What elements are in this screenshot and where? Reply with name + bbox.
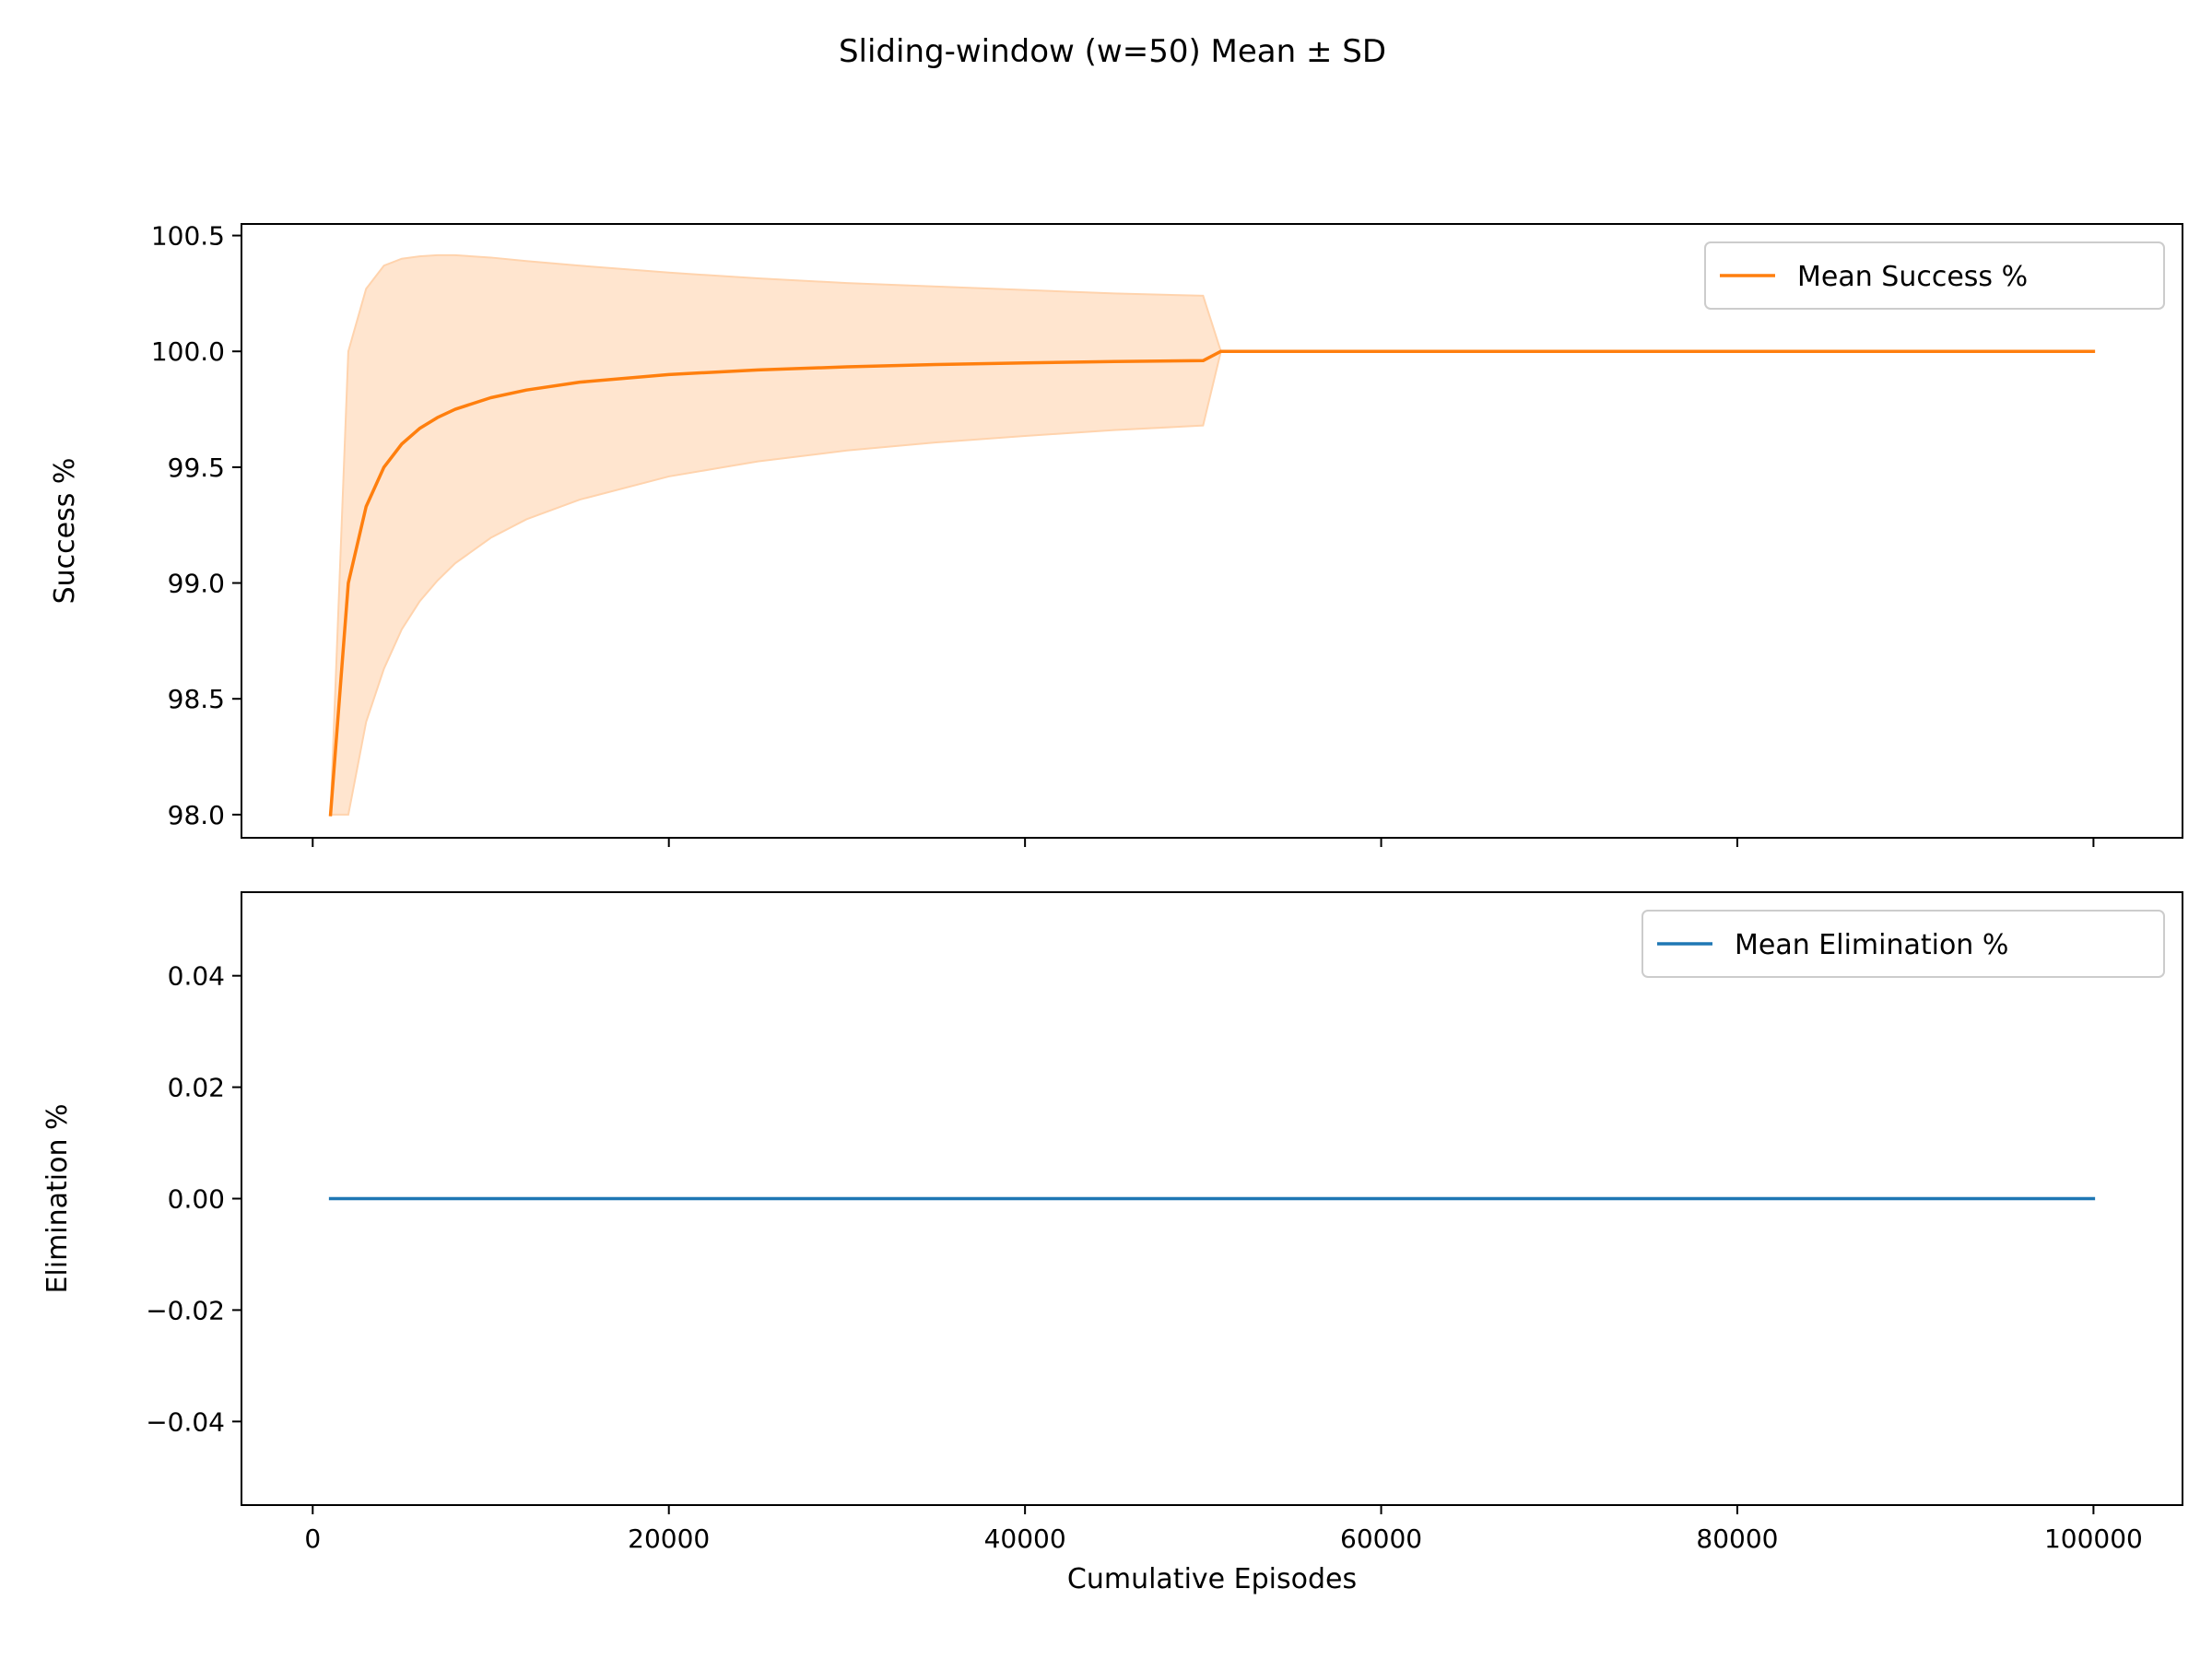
elimination-legend-label: Mean Elimination % <box>1735 929 2008 961</box>
elimination-y-tick-label: 0.00 <box>168 1184 225 1215</box>
success-y-tick-label: 98.0 <box>168 800 225 830</box>
success-legend-label: Mean Success % <box>1797 261 2028 293</box>
x-tick-label: 80000 <box>1696 1524 1778 1554</box>
elimination-y-tick-label: −0.04 <box>146 1406 225 1437</box>
success-y-tick-label: 100.0 <box>151 336 225 367</box>
elimination-y-tick-label: −0.02 <box>146 1295 225 1325</box>
success-y-tick-label: 98.5 <box>168 684 225 714</box>
success-y-tick-label: 100.5 <box>151 221 225 252</box>
elimination-legend: Mean Elimination % <box>1641 910 2165 978</box>
x-axis-label: Cumulative Episodes <box>1067 1563 1357 1595</box>
success-y-tick-label: 99.5 <box>168 453 225 483</box>
success-panel: 98.0 98.5 99.0 99.5 100.0 100.5 Success % Mean … <box>49 221 2183 847</box>
x-tick-label: 40000 <box>984 1524 1066 1554</box>
elimination-y-tick-label: 0.04 <box>168 961 225 992</box>
elimination-legend-box <box>1641 910 2165 978</box>
elimination-y-axis-label: Elimination % <box>41 1103 74 1293</box>
success-mean-line <box>328 349 2096 817</box>
x-tick-label: 100000 <box>2044 1524 2143 1554</box>
figure-title: Sliding-window (w=50) Mean ± SD <box>839 33 1386 70</box>
success-y-tick-label: 99.0 <box>168 569 225 599</box>
x-tick-label: 20000 <box>628 1524 710 1554</box>
success-axes-frame <box>241 223 2183 839</box>
success-y-axis-label: Success % <box>49 458 81 605</box>
elimination-y-tick-label: 0.02 <box>168 1073 225 1103</box>
x-tick-label: 60000 <box>1340 1524 1422 1554</box>
success-legend: Mean Success % <box>1704 241 2165 310</box>
elimination-panel: 0 20000 40000 60000 80000 100000 0.04 0.02 0.00 −… <box>41 891 2183 1595</box>
x-tick-label: 0 <box>304 1524 321 1554</box>
success-legend-box <box>1704 241 2165 310</box>
success-sd-band <box>329 253 2094 816</box>
